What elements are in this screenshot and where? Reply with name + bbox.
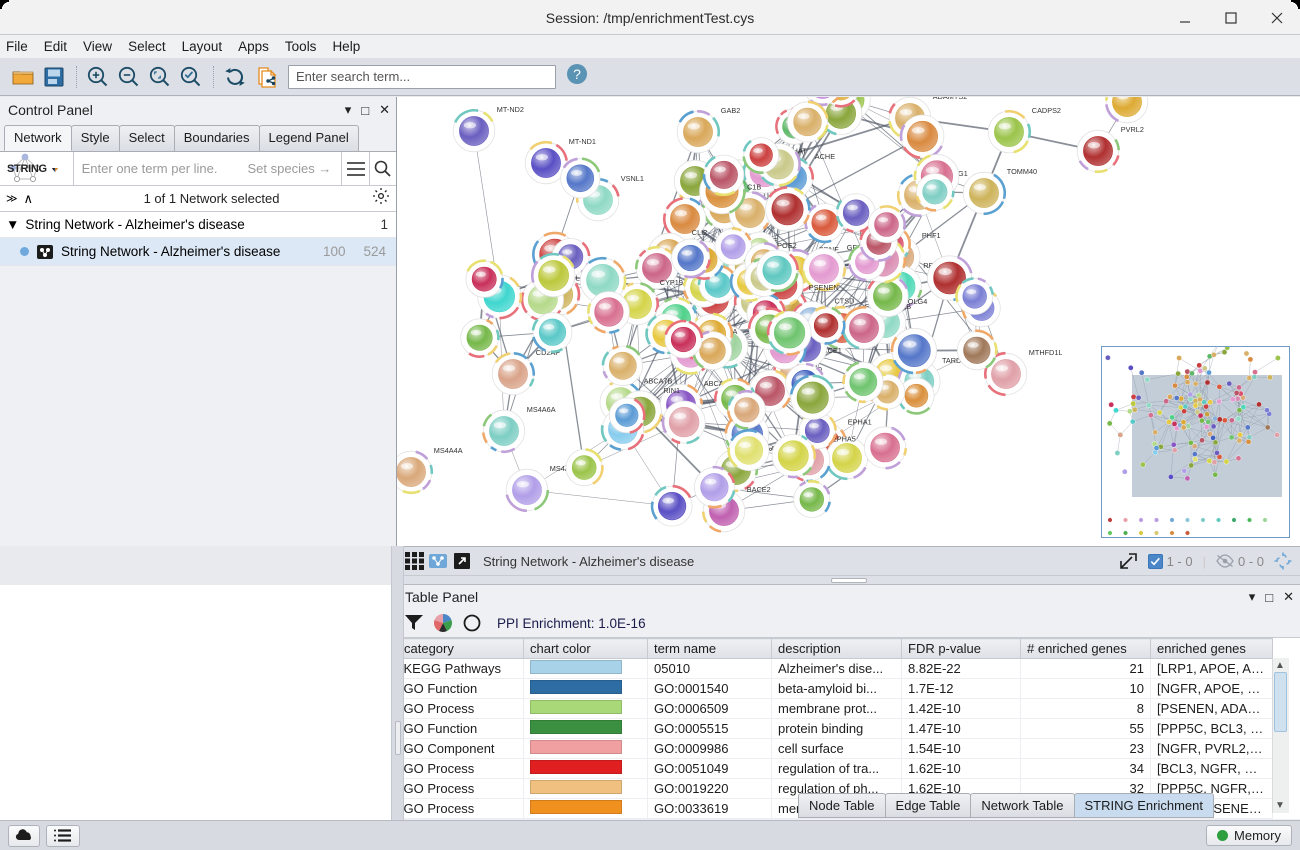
svg-text:VSNL1: VSNL1: [621, 174, 644, 183]
svg-text:STRING: STRING: [7, 163, 47, 175]
svg-text:RIN1: RIN1: [663, 386, 680, 395]
svg-text:PSENEN: PSENEN: [809, 283, 839, 292]
svg-text:MTHFD1L: MTHFD1L: [1029, 348, 1063, 357]
svg-text:ADAMTS2: ADAMTS2: [933, 97, 967, 101]
svg-text:CLI2: CLI2: [692, 228, 707, 237]
svg-text:?: ?: [573, 66, 581, 82]
svg-text:BACE2: BACE2: [747, 485, 771, 494]
svg-text:GAB2: GAB2: [721, 106, 740, 115]
svg-text:TOMM40: TOMM40: [1007, 167, 1037, 176]
svg-text:MT-ND1: MT-ND1: [569, 137, 596, 146]
svg-text:C1B: C1B: [747, 183, 761, 192]
svg-text:CADPS2: CADPS2: [1032, 106, 1061, 115]
svg-text:MS4A4A: MS4A4A: [434, 446, 463, 455]
svg-text:PVRL2: PVRL2: [1121, 125, 1144, 134]
svg-text:ABCA7B: ABCA7B: [644, 377, 673, 386]
svg-text:ACHE: ACHE: [815, 152, 835, 161]
svg-text:MS4A6A: MS4A6A: [527, 405, 556, 414]
svg-text:MT-ND2: MT-ND2: [497, 105, 524, 114]
svg-text:PHF1: PHF1: [922, 231, 941, 240]
svg-text:CTSD: CTSD: [835, 297, 855, 306]
svg-text:EPHA1: EPHA1: [848, 417, 872, 426]
